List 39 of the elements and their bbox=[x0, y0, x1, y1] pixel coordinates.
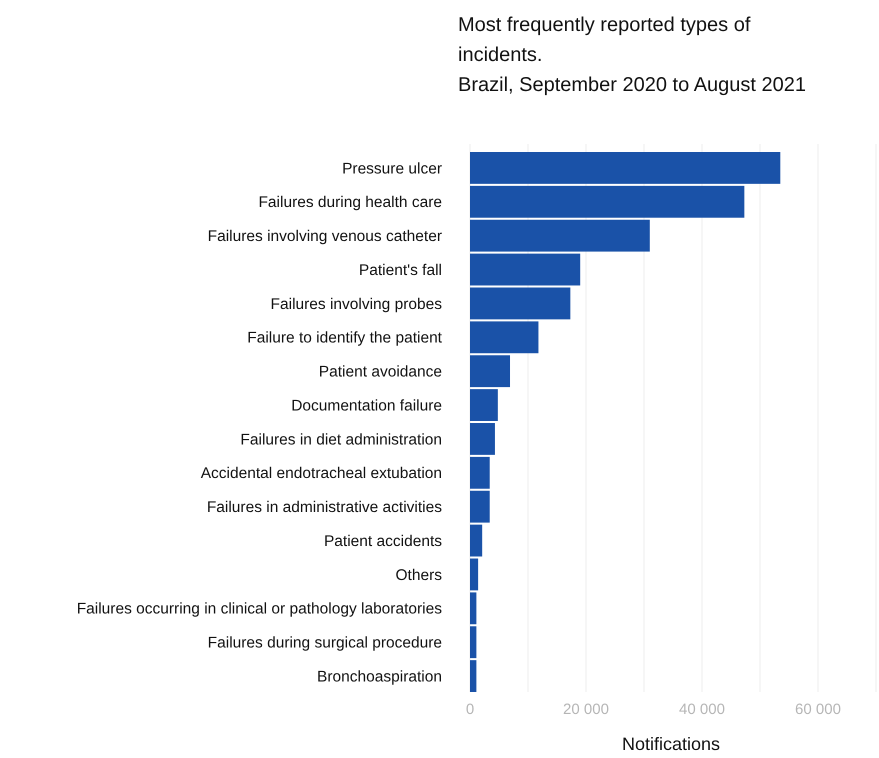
y-tick-label: Failures involving probes bbox=[270, 296, 442, 313]
bar bbox=[470, 220, 650, 252]
y-tick-label: Bronchoaspiration bbox=[317, 668, 442, 686]
bar bbox=[470, 626, 476, 658]
x-axis-title: Notifications bbox=[622, 734, 720, 754]
y-tick-label: Documentation failure bbox=[291, 397, 442, 414]
bar bbox=[470, 186, 744, 218]
bar bbox=[470, 558, 478, 590]
y-tick-label: Failure to identify the patient bbox=[247, 330, 443, 347]
chart-subtitle: Brazil, September 2020 to August 2021 bbox=[458, 74, 806, 96]
y-tick-label: Patient's fall bbox=[358, 262, 442, 279]
y-tick-label: Failures in administrative activities bbox=[206, 499, 442, 516]
x-tick-label: 0 bbox=[466, 701, 474, 718]
y-tick-label: Patient accidents bbox=[324, 532, 442, 550]
y-tick-label: Accidental endotracheal extubation bbox=[200, 465, 442, 482]
y-tick-label: Pressure ulcer bbox=[342, 160, 442, 178]
y-tick-label: Failures during health care bbox=[258, 194, 442, 212]
y-tick-label: Others bbox=[395, 566, 442, 584]
bar bbox=[470, 660, 476, 692]
bar bbox=[470, 288, 570, 320]
y-tick-label: Failures involving venous catheter bbox=[208, 228, 442, 246]
bar bbox=[470, 254, 580, 286]
bar bbox=[470, 592, 476, 624]
bar bbox=[470, 355, 510, 388]
y-tick-label: Failures occurring in clinical or pathology laboratories bbox=[76, 600, 442, 618]
x-tick-label: 60 000 bbox=[795, 701, 841, 718]
y-tick-label: Patient avoidance bbox=[318, 364, 442, 381]
bar bbox=[470, 524, 482, 556]
bar bbox=[470, 389, 498, 421]
x-tick-label: 40 000 bbox=[679, 701, 725, 718]
y-tick-label: Failures during surgical procedure bbox=[208, 634, 442, 652]
bar bbox=[470, 321, 538, 354]
y-tick-label: Failures in diet administration bbox=[240, 431, 442, 448]
bar bbox=[470, 490, 490, 523]
chart-title: Most frequently reported types of incidents. bbox=[458, 14, 751, 66]
bar bbox=[470, 423, 495, 455]
bar bbox=[470, 456, 490, 489]
x-tick-label: 20 000 bbox=[563, 701, 609, 718]
bar bbox=[470, 152, 780, 184]
